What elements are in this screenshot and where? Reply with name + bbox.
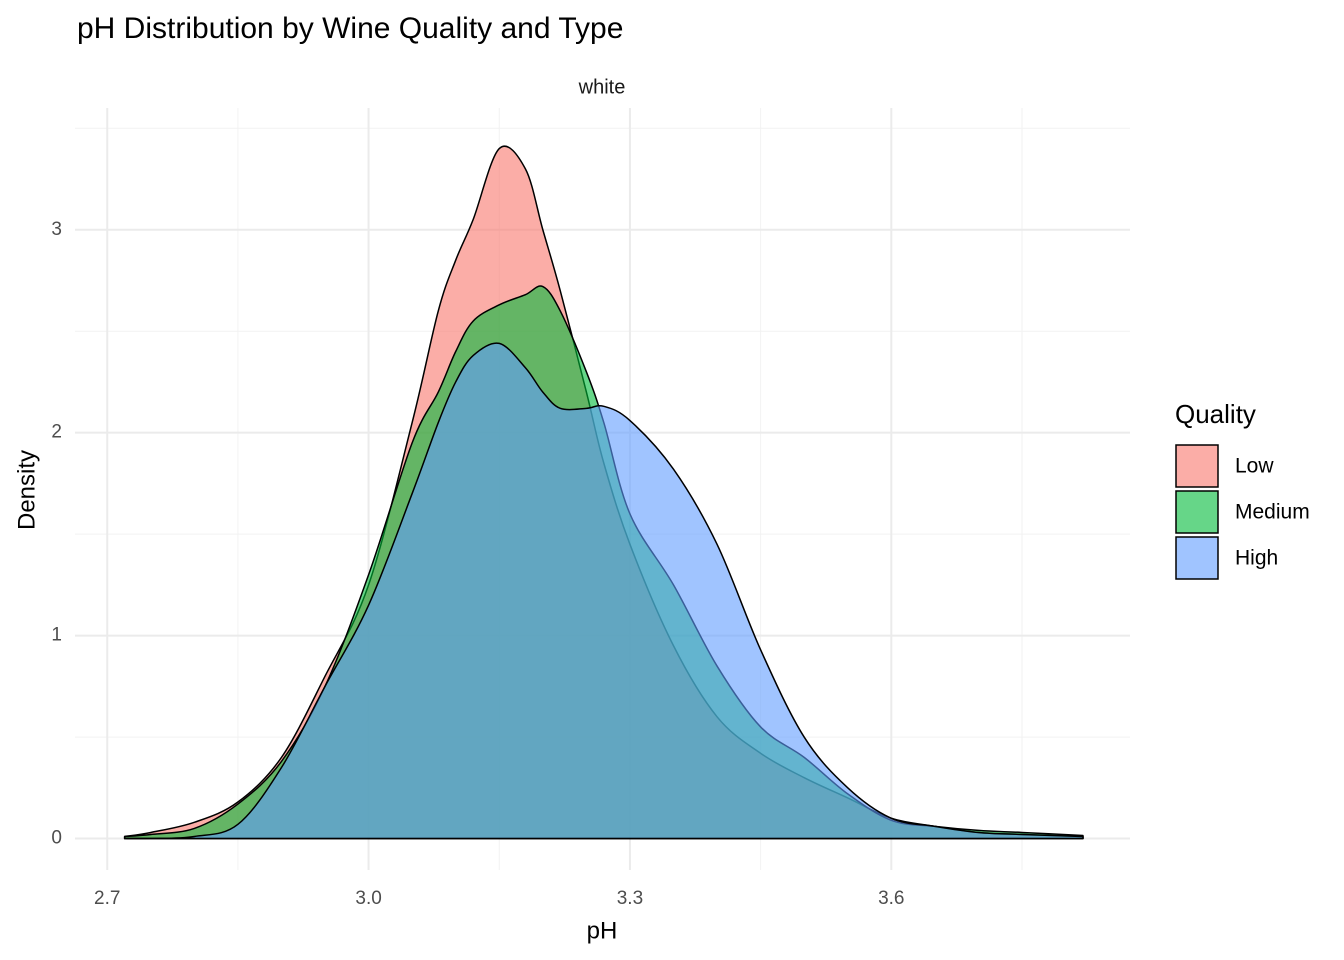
x-tick-label: 3.3: [617, 888, 643, 909]
y-tick-label: 1: [51, 625, 62, 646]
density-area: [123, 342, 1084, 840]
legend-label: Medium: [1235, 501, 1310, 524]
legend-label: Low: [1235, 455, 1274, 478]
x-axis-label: pH: [587, 917, 618, 944]
chart-title: pH Distribution by Wine Quality and Type: [77, 12, 623, 45]
legend-key: [1175, 536, 1219, 580]
legend-key: [1175, 444, 1219, 488]
x-tick-label: 3.0: [355, 888, 381, 909]
x-tick-label: 2.7: [94, 888, 120, 909]
legend-label: High: [1235, 547, 1278, 570]
y-tick-label: 0: [51, 828, 62, 849]
legend-title: Quality: [1175, 399, 1256, 429]
x-tick-label: 3.6: [878, 888, 904, 909]
facet-label: white: [578, 76, 626, 98]
y-tick-label: 2: [51, 422, 62, 443]
y-tick-label: 3: [51, 219, 62, 240]
y-axis-label: Density: [13, 450, 40, 530]
legend-key: [1175, 490, 1219, 534]
